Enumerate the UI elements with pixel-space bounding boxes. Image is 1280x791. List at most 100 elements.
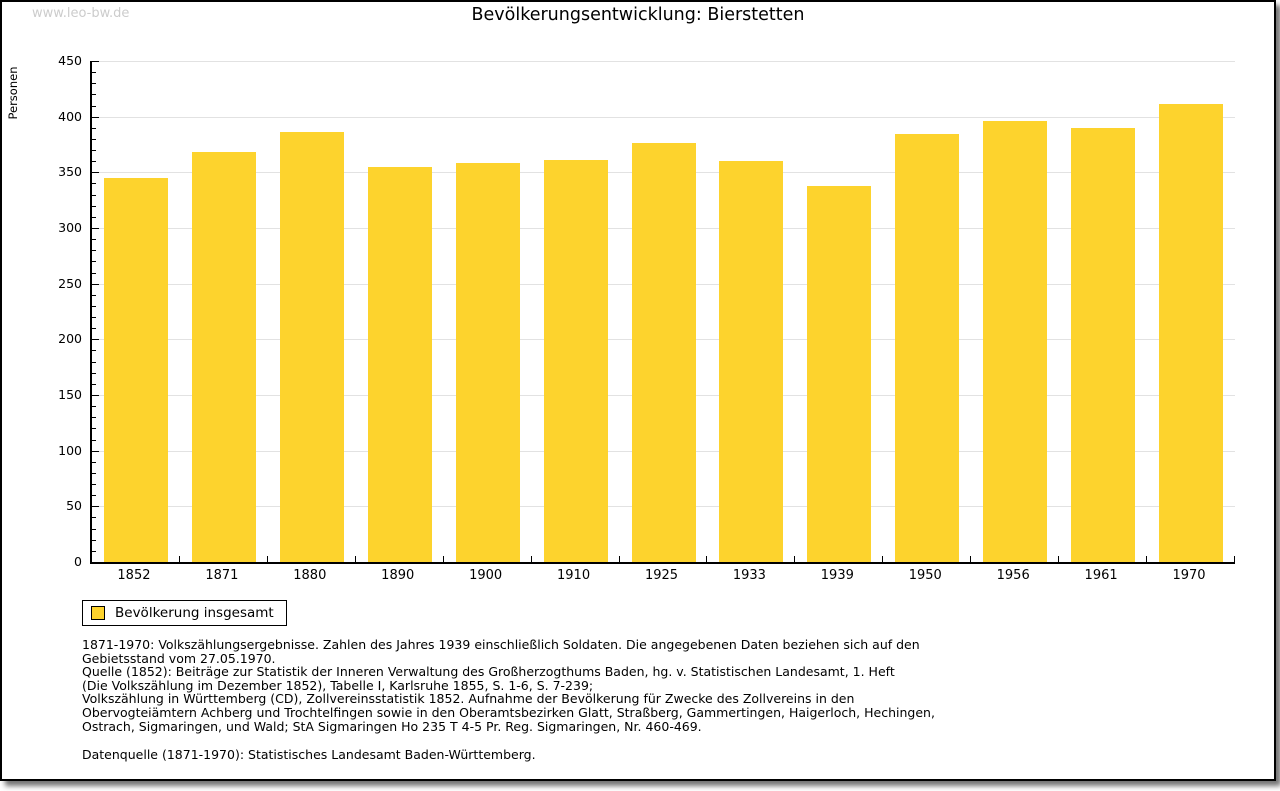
x-boundary-tick [619, 556, 620, 562]
y-minor-tick [92, 361, 96, 363]
y-minor-tick [92, 517, 96, 519]
y-tick-label: 450 [58, 53, 82, 68]
x-boundary-tick [267, 556, 268, 562]
bar-1956 [983, 121, 1048, 562]
x-boundary-tick [531, 556, 532, 562]
x-tick-label: 1900 [469, 568, 503, 583]
y-tick-label: 250 [58, 275, 82, 291]
y-tick-label: 50 [66, 498, 82, 514]
y-minor-tick [92, 205, 96, 207]
x-boundary-tick [1146, 556, 1147, 562]
x-boundary-tick [882, 556, 883, 562]
footnote-line: (Die Volkszählung im Dezember 1852), Tab… [82, 677, 594, 693]
footnote-line: Obervogteiämtern Achberg und Trochtelfin… [82, 704, 935, 720]
x-tick-label: 1950 [908, 568, 942, 583]
y-minor-tick [92, 272, 96, 274]
y-minor-tick [92, 105, 96, 107]
x-boundary-tick [970, 556, 971, 562]
y-minor-tick [92, 472, 96, 474]
x-tick-label: 1910 [557, 568, 591, 583]
y-minor-tick [92, 83, 96, 85]
x-boundary-tick [706, 556, 707, 562]
y-major-tick [92, 116, 99, 118]
y-minor-tick [92, 528, 96, 530]
y-major-tick [92, 172, 99, 174]
y-tick-label: 200 [58, 331, 82, 347]
y-minor-tick [92, 294, 96, 296]
x-tick-label: 1970 [1172, 568, 1206, 583]
gridline [92, 61, 1235, 62]
footnote-line: Volkszählung in Württemberg (CD), Zollve… [82, 691, 855, 707]
bar-chart [90, 61, 1235, 564]
y-tick-label: 100 [58, 442, 82, 458]
bar-1970 [1159, 104, 1224, 562]
y-minor-tick [92, 550, 96, 552]
x-tick-label: 1939 [820, 568, 854, 583]
y-major-tick [92, 339, 99, 341]
y-minor-tick [92, 127, 96, 129]
x-boundary-tick [794, 556, 795, 562]
y-minor-tick [92, 350, 96, 352]
datasource-line: Datenquelle (1871-1970): Statistisches L… [82, 747, 536, 762]
bar-1939 [807, 186, 872, 562]
x-tick-label: 1871 [205, 568, 239, 583]
y-major-tick [92, 61, 99, 62]
y-minor-tick [92, 183, 96, 185]
x-boundary-tick [443, 556, 444, 562]
y-tick-label: 0 [74, 554, 82, 569]
y-minor-tick [92, 305, 96, 307]
x-boundary-tick [355, 556, 356, 562]
y-minor-tick [92, 328, 96, 330]
y-axis-title: Personen [6, 66, 20, 120]
bar-1871 [191, 152, 256, 562]
y-minor-tick [92, 72, 96, 74]
y-minor-tick [92, 383, 96, 385]
y-major-tick [92, 450, 99, 452]
bar-1852 [103, 178, 168, 562]
footnote-line: 1871-1970: Volkszählungsergebnisse. Zahl… [82, 637, 920, 652]
bar-1890 [367, 167, 432, 562]
y-minor-tick [92, 161, 96, 163]
bar-1880 [279, 132, 344, 562]
y-minor-tick [92, 484, 96, 486]
y-minor-tick [92, 439, 96, 441]
legend-label: Bevölkerung insgesamt [115, 605, 274, 621]
y-major-tick [92, 506, 99, 508]
y-minor-tick [92, 138, 96, 140]
bar-1950 [895, 134, 960, 562]
x-boundary-tick [179, 556, 180, 562]
x-boundary-tick [1058, 556, 1059, 562]
y-minor-tick [92, 250, 96, 252]
y-minor-tick [92, 461, 96, 463]
y-minor-tick [92, 428, 96, 430]
x-tick-label: 1880 [293, 568, 327, 583]
legend-swatch [91, 606, 105, 620]
y-minor-tick [92, 417, 96, 419]
x-tick-label: 1956 [996, 568, 1030, 583]
y-major-tick [92, 395, 99, 396]
y-minor-tick [92, 539, 96, 541]
y-minor-tick [92, 94, 96, 96]
y-minor-tick [92, 372, 96, 374]
x-tick-label: 1961 [1084, 568, 1118, 583]
x-tick-label: 1890 [381, 568, 415, 583]
y-minor-tick [92, 406, 96, 408]
y-major-tick [92, 228, 99, 229]
footnote-line: Quelle (1852): Beiträge zur Statistik de… [82, 664, 895, 680]
footnote-line: Ostrach, Sigmaringen, und Wald; StA Sigm… [82, 718, 702, 734]
y-minor-tick [92, 150, 96, 152]
y-minor-tick [92, 216, 96, 218]
gridline [92, 116, 1235, 118]
bar-1961 [1071, 128, 1136, 562]
y-major-tick [92, 283, 99, 285]
y-tick-label: 300 [58, 220, 82, 235]
y-minor-tick [92, 317, 96, 319]
x-tick-label: 1852 [117, 568, 151, 583]
bar-1925 [631, 143, 696, 562]
x-tick-label: 1933 [732, 568, 766, 583]
y-minor-tick [92, 261, 96, 263]
y-tick-label: 150 [58, 387, 82, 402]
y-tick-label: 350 [58, 164, 82, 180]
footnote-line: Gebietsstand vom 27.05.1970. [82, 650, 276, 666]
